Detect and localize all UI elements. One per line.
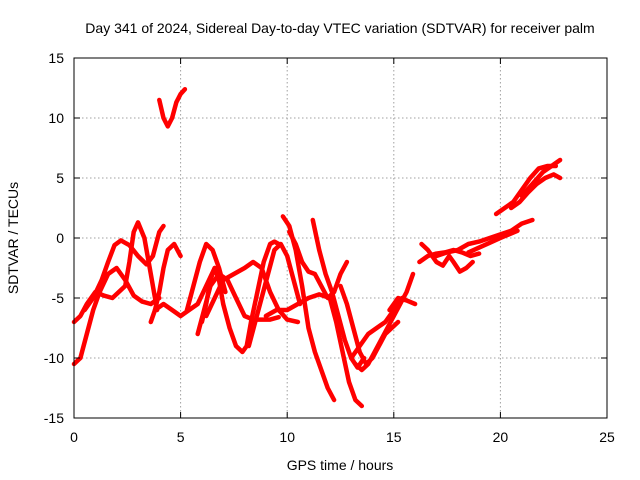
y-tick-label: -10 <box>44 350 64 366</box>
grid <box>74 58 607 418</box>
series-track-11 <box>246 241 303 349</box>
y-tick-label: 15 <box>48 50 64 66</box>
series-track-23 <box>466 228 520 255</box>
y-tick-label: 0 <box>56 230 64 246</box>
x-tick-labels: 0 5 10 15 20 25 <box>70 429 615 445</box>
chart-title: Day 341 of 2024, Sidereal Day-to-day VTE… <box>85 20 594 36</box>
y-tick-label: 10 <box>48 110 64 126</box>
y-tick-label: 5 <box>56 170 64 186</box>
series-track-9 <box>199 239 281 355</box>
series-track-2 <box>71 265 162 367</box>
series-track-6 <box>157 86 188 129</box>
series-track-25 <box>508 172 563 211</box>
data-traces <box>71 86 563 409</box>
x-tick-label: 20 <box>493 429 509 445</box>
series-track-7 <box>184 241 228 313</box>
y-tick-label: -15 <box>44 410 64 426</box>
series-track-21 <box>419 241 475 274</box>
x-tick-label: 15 <box>386 429 402 445</box>
y-tick-label: -5 <box>52 290 65 306</box>
series-track-22 <box>434 217 535 259</box>
series-track-3 <box>82 223 166 313</box>
series-track-14 <box>287 229 350 301</box>
x-tick-label: 25 <box>599 429 615 445</box>
series-track-24 <box>493 163 559 217</box>
series-track-5 <box>152 265 217 319</box>
series-track-19 <box>387 295 418 313</box>
x-tick-label: 0 <box>70 429 78 445</box>
y-tick-labels: -15 -10 -5 0 5 10 15 <box>44 50 64 426</box>
series-track-10 <box>203 259 301 325</box>
y-axis-label: SDTVAR / TECUs <box>5 182 21 294</box>
x-tick-label: 10 <box>279 429 295 445</box>
axis-ticks <box>73 57 608 419</box>
x-axis-label: GPS time / hours <box>287 457 394 473</box>
series-track-26 <box>519 157 563 199</box>
series-track-18 <box>348 295 405 361</box>
x-tick-label: 5 <box>177 429 185 445</box>
